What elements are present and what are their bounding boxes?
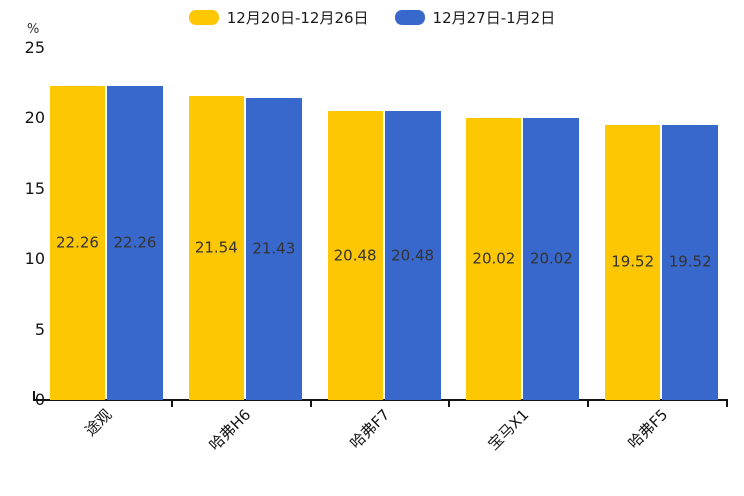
x-axis-tick xyxy=(587,400,590,407)
bar-value-label: 22.26 xyxy=(113,233,157,252)
x-category-label: 哈弗H6 xyxy=(205,405,255,455)
bar-series1 xyxy=(50,86,105,400)
bar-series2 xyxy=(662,124,719,400)
bar-series2 xyxy=(245,97,302,400)
x-category-label: 哈弗F7 xyxy=(346,405,394,453)
legend-label: 12月27日-1月2日 xyxy=(432,8,556,27)
bar-series2 xyxy=(384,111,441,400)
y-axis-stub xyxy=(33,391,35,400)
x-axis-line xyxy=(33,399,728,401)
x-axis-tick xyxy=(309,400,312,407)
legend-label: 12月20日-12月26日 xyxy=(226,8,369,27)
x-category-label: 途观 xyxy=(81,405,116,440)
y-tick-label: 20 xyxy=(24,108,45,127)
legend-swatch xyxy=(188,9,219,25)
bar-value-label: 20.02 xyxy=(472,249,516,268)
bar-series1 xyxy=(188,96,244,400)
bar-value-label: 20.48 xyxy=(391,246,435,265)
bar-value-label: 21.54 xyxy=(194,238,238,257)
legend-item[interactable]: 12月20日-12月26日 xyxy=(188,7,369,28)
y-tick-label: 10 xyxy=(24,249,45,268)
x-category-label: 哈弗F5 xyxy=(624,405,671,453)
x-axis-tick xyxy=(726,400,728,407)
y-tick-label: 5 xyxy=(34,319,45,339)
x-axis-tick xyxy=(448,400,451,407)
y-axis-unit-label: % xyxy=(27,22,40,37)
bar-value-label: 21.43 xyxy=(252,239,296,258)
bar-value-label: 20.48 xyxy=(333,246,377,265)
bar-series2 xyxy=(523,117,580,400)
y-tick-label: 15 xyxy=(24,178,45,198)
y-tick-label: 25 xyxy=(24,37,45,57)
bar-value-label: 19.52 xyxy=(611,252,655,271)
bar-value-label: 20.02 xyxy=(529,249,573,268)
bar-series1 xyxy=(327,111,383,400)
bar-series2 xyxy=(107,86,163,400)
bar-value-label: 22.26 xyxy=(56,233,99,252)
bar-series1 xyxy=(466,117,522,400)
x-category-label: 宝马X1 xyxy=(484,405,533,454)
legend-swatch xyxy=(394,9,425,25)
chart-legend: 12月20日-12月26日 12月27日-1月2日 xyxy=(0,7,744,28)
bar-series1 xyxy=(605,124,661,400)
legend-item[interactable]: 12月27日-1月2日 xyxy=(394,7,556,28)
x-axis-tick xyxy=(170,400,173,407)
bar-value-label: 19.52 xyxy=(668,252,712,271)
